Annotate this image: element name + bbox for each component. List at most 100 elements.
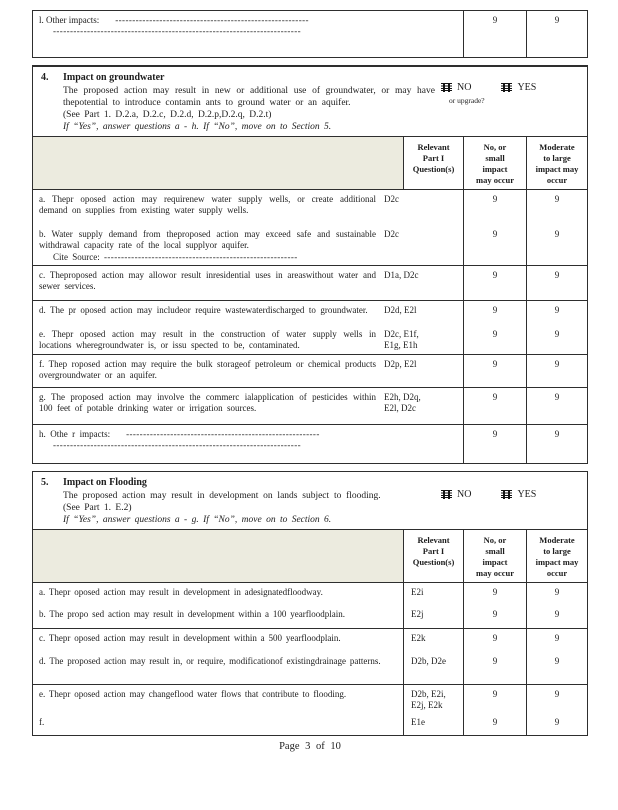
- table-row: e. Thepr oposed action may result in the…: [33, 325, 587, 355]
- checkbox-moderate[interactable]: 9: [526, 388, 587, 424]
- table-row: f. E1e 9 9: [33, 713, 587, 735]
- relevant-codes: D2b, E2i, E2j, E2k: [403, 685, 463, 713]
- table-row: g. The proposed action may involve the c…: [33, 388, 587, 425]
- no-label: NO: [457, 82, 472, 93]
- relevant-codes: E2j: [403, 605, 463, 628]
- question-text: e. Thepr oposed action may result in the…: [39, 329, 376, 350]
- question-text: g. The proposed action may involve the c…: [39, 392, 376, 413]
- checkbox-moderate[interactable]: 9: [526, 11, 587, 57]
- document-page: l. Other impacts: ----------------------…: [32, 10, 588, 752]
- checkbox-moderate[interactable]: 9: [526, 301, 587, 325]
- blank-line: ----------------------------------------…: [53, 26, 301, 36]
- blank-line: ----------------------------------------…: [126, 429, 320, 439]
- no-small-header: No, or small impact may occur: [463, 530, 526, 582]
- checkbox-moderate[interactable]: 9: [526, 629, 587, 652]
- checkbox-moderate[interactable]: 9: [526, 685, 587, 713]
- section-number: 5.: [41, 477, 49, 488]
- section-5-header: 5. Impact on Flooding The proposed action…: [33, 472, 587, 529]
- question-text: c. Theproposed action may allowor result…: [39, 270, 376, 291]
- no-label: NO: [457, 489, 472, 500]
- table-row: c. Theproposed action may allowor result…: [33, 266, 587, 301]
- checkbox-moderate[interactable]: 9: [526, 355, 587, 387]
- no-checkbox-icon[interactable]: [441, 83, 452, 92]
- relevant-header: Relevant Part I Question(s): [403, 530, 463, 582]
- checkbox-no-small[interactable]: 9: [463, 685, 526, 713]
- checkbox-no-small[interactable]: 9: [463, 605, 526, 628]
- checkbox-moderate[interactable]: 9: [526, 190, 587, 225]
- table-row: d. The pr oposed action may includeor re…: [33, 301, 587, 325]
- relevant-codes: D1a, D2c: [384, 270, 419, 280]
- checkbox-moderate[interactable]: 9: [526, 605, 587, 628]
- checkbox-no-small[interactable]: 9: [463, 652, 526, 684]
- section-title-text: Impact on groundwater: [63, 72, 165, 83]
- checkbox-moderate[interactable]: 9: [526, 425, 587, 463]
- page-number: Page 3 of 10: [279, 741, 341, 752]
- section-description: The proposed action may result in develo…: [63, 491, 381, 501]
- instruction-line: If “Yes”, answer questions a - g. If “No…: [63, 515, 332, 525]
- relevant-codes: D2c: [384, 194, 399, 204]
- question-text: f. Thep roposed action may require the b…: [39, 359, 376, 380]
- question-text: d. The pr oposed action may includeor re…: [39, 305, 368, 315]
- table-header-row: Relevant Part I Question(s) No, or small…: [33, 136, 587, 190]
- no-checkbox-icon[interactable]: [441, 490, 452, 499]
- section-number: 4.: [41, 72, 49, 83]
- table-header-row: Relevant Part I Question(s) No, or small…: [33, 529, 587, 583]
- header-shaded-cell: [33, 137, 403, 189]
- other-impacts-label: h. Othe r impacts:: [39, 429, 111, 439]
- checkbox-moderate[interactable]: 9: [526, 713, 587, 735]
- table-row: l. Other impacts: ----------------------…: [33, 11, 587, 57]
- see-reference: (See Part 1. E.2): [63, 503, 132, 513]
- question-text: d. The proposed action may result in, or…: [39, 656, 381, 666]
- checkbox-no-small[interactable]: 9: [463, 355, 526, 387]
- checkbox-moderate[interactable]: 9: [526, 583, 587, 605]
- checkbox-no-small[interactable]: 9: [463, 425, 526, 463]
- question-text: b. Water supply demand from theproposed …: [39, 229, 376, 250]
- checkbox-no-small[interactable]: 9: [463, 190, 526, 225]
- checkbox-moderate[interactable]: 9: [526, 652, 587, 684]
- question-text: e. Thepr oposed action may changeflood w…: [39, 689, 347, 699]
- question-text: a. Thepr oposed action may result in dev…: [39, 587, 323, 597]
- checkbox-no-small[interactable]: 9: [463, 583, 526, 605]
- blank-line: ----------------------------------------…: [104, 252, 298, 262]
- relevant-codes: E2h, D2q, E2l, D2c: [384, 392, 421, 413]
- checkbox-no-small[interactable]: 9: [463, 388, 526, 424]
- yes-checkbox-icon[interactable]: [501, 83, 513, 92]
- relevant-codes: E1e: [403, 713, 463, 735]
- relevant-codes: D2b, D2e: [403, 652, 463, 684]
- table-row: b. The propo sed action may result in de…: [33, 605, 587, 629]
- cite-source-label: Cite Source:: [53, 252, 100, 262]
- yes-checkbox-icon[interactable]: [501, 490, 513, 499]
- section-title: 5. Impact on Flooding: [41, 477, 581, 488]
- table-row: b. Water supply demand from theproposed …: [33, 225, 587, 266]
- top-table: l. Other impacts: ----------------------…: [32, 10, 588, 58]
- yes-label: YES: [517, 82, 537, 93]
- checkbox-no-small[interactable]: 9: [463, 225, 526, 265]
- checkbox-no-small[interactable]: 9: [463, 266, 526, 300]
- relevant-codes: D2c: [384, 229, 399, 239]
- checkbox-moderate[interactable]: 9: [526, 325, 587, 354]
- section-title: 4. Impact on groundwater: [41, 72, 581, 83]
- moderate-header: Moderate to large impact may occur: [526, 137, 587, 189]
- no-small-header: No, or small impact may occur: [463, 137, 526, 189]
- relevant-header: Relevant Part I Question(s): [403, 137, 463, 189]
- relevant-codes: D2c, E1f, E1g, E1h: [384, 329, 419, 350]
- question-text: a. Thepr oposed action may requirenew wa…: [39, 194, 376, 215]
- checkbox-no-small[interactable]: 9: [463, 629, 526, 652]
- other-impacts-label: l. Other impacts:: [39, 15, 100, 25]
- section-4: 4. Impact on groundwater The proposed act…: [32, 65, 588, 464]
- relevant-codes: E2k: [403, 629, 463, 652]
- checkbox-moderate[interactable]: 9: [526, 225, 587, 265]
- checkbox-no-small[interactable]: 9: [463, 713, 526, 735]
- upgrade-note: or upgrade?: [449, 96, 485, 105]
- moderate-header: Moderate to large impact may occur: [526, 530, 587, 582]
- instruction-line: If “Yes”, answer questions a - h. If “No…: [63, 122, 332, 132]
- checkbox-no-small[interactable]: 9: [463, 325, 526, 354]
- table-row: h. Othe r impacts: ---------------------…: [33, 425, 587, 463]
- relevant-codes: D2p, E2l: [384, 359, 417, 369]
- section-5: 5. Impact on Flooding The proposed action…: [32, 471, 588, 736]
- checkbox-moderate[interactable]: 9: [526, 266, 587, 300]
- checkbox-no-small[interactable]: 9: [463, 11, 526, 57]
- relevant-codes: E2i: [403, 583, 463, 605]
- checkbox-no-small[interactable]: 9: [463, 301, 526, 325]
- relevant-codes: [378, 425, 463, 463]
